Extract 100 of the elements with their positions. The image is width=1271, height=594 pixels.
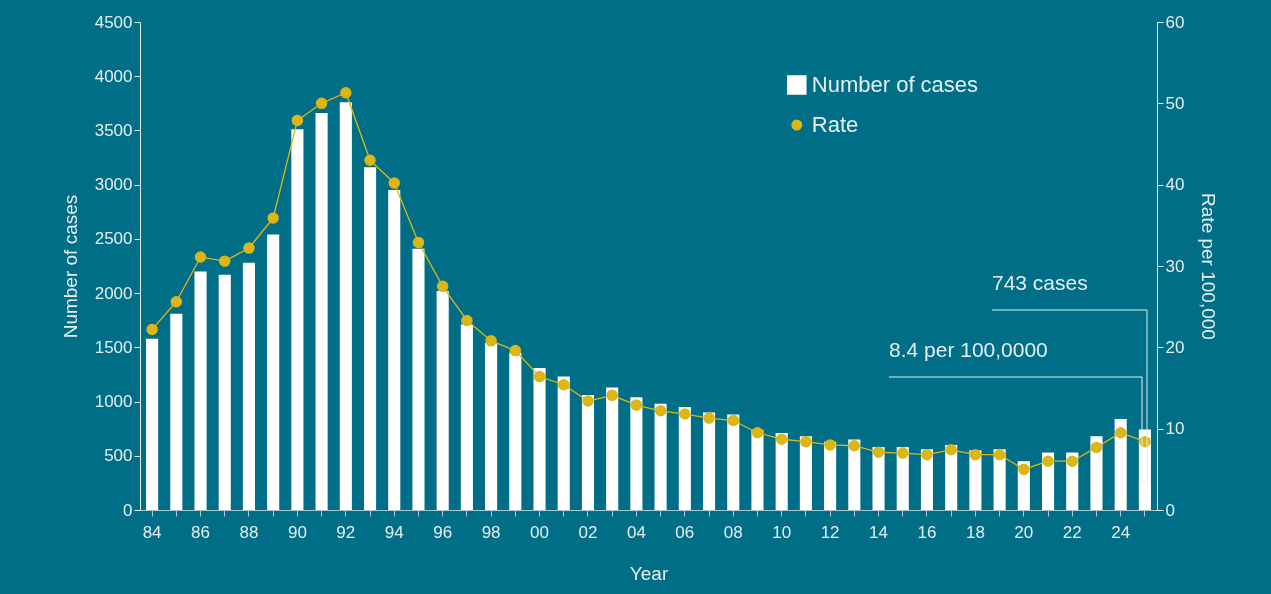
point	[170, 296, 183, 308]
y-tick-label: 4500	[94, 12, 133, 32]
bar	[630, 397, 643, 510]
bar	[267, 234, 280, 510]
point	[461, 314, 473, 327]
x-axis-title: Year	[629, 562, 669, 584]
point	[219, 255, 231, 267]
point	[654, 405, 667, 417]
point	[775, 433, 788, 445]
point	[436, 280, 449, 293]
point	[485, 335, 497, 347]
x-tick-label: 22	[1062, 522, 1082, 542]
point	[291, 114, 304, 127]
y2-tick-label: 40	[1165, 175, 1185, 195]
point	[1042, 455, 1054, 467]
x-tick-label: 00	[530, 522, 549, 542]
y2-tick-label: 0	[1165, 500, 1175, 520]
legend-label: Rate	[811, 112, 859, 137]
point	[824, 439, 836, 451]
annotation: 743 cases	[992, 271, 1088, 294]
x-tick-label: 04	[626, 522, 646, 542]
x-tick-label: 84	[142, 522, 162, 542]
bar	[702, 412, 716, 510]
point	[267, 212, 279, 224]
x-tick-label: 98	[481, 522, 501, 542]
bar	[509, 352, 522, 510]
point	[1066, 455, 1078, 467]
x-tick-label: 20	[1014, 522, 1034, 542]
legend-label: Number of cases	[811, 72, 979, 97]
x-tick-label: 14	[869, 522, 888, 542]
point	[1018, 463, 1030, 476]
point	[703, 412, 715, 424]
x-tick-label: 02	[578, 522, 598, 542]
point	[848, 440, 861, 452]
x-tick-label: 92	[336, 522, 356, 542]
y2-tick-label: 60	[1165, 12, 1185, 32]
bar	[291, 129, 304, 510]
y2-tick-label: 30	[1165, 256, 1185, 276]
bar	[485, 343, 498, 510]
annotation: 8.4 per 100,0000	[889, 338, 1048, 361]
bar	[412, 248, 425, 510]
bar	[557, 376, 570, 510]
y-tick-label: 4000	[94, 66, 133, 86]
x-tick-label: 06	[675, 522, 695, 542]
bar	[533, 367, 546, 510]
bar	[581, 395, 595, 510]
y-tick-label: 500	[104, 446, 133, 466]
y2-tick-label: 20	[1165, 337, 1185, 357]
x-tick-label: 24	[1111, 522, 1131, 542]
point	[388, 177, 400, 189]
y-tick-label: 3000	[94, 175, 133, 195]
point	[533, 370, 546, 383]
point	[194, 251, 207, 263]
point	[630, 399, 643, 411]
x-tick-label: 12	[820, 522, 840, 542]
bar	[388, 190, 401, 510]
bar	[436, 290, 449, 510]
bar	[242, 262, 256, 510]
y2-tick-label: 50	[1165, 93, 1185, 113]
bar	[170, 313, 183, 510]
bar	[363, 167, 377, 510]
x-tick-label: 90	[287, 522, 307, 542]
point	[412, 236, 425, 249]
point	[146, 323, 158, 336]
bar	[727, 414, 740, 510]
x-tick-label: 94	[384, 522, 404, 542]
y-axis-title: Number of cases	[59, 194, 81, 339]
y-tick-label: 3500	[94, 120, 133, 140]
y-tick-label: 2000	[94, 283, 133, 303]
y-tick-label: 0	[123, 500, 133, 520]
point	[679, 408, 691, 420]
point	[751, 427, 764, 439]
x-tick-label: 16	[917, 522, 937, 542]
point	[921, 448, 933, 461]
point	[340, 87, 352, 99]
point	[315, 97, 328, 110]
point	[993, 448, 1006, 461]
point	[582, 395, 594, 407]
point	[364, 154, 376, 166]
x-tick-label: 86	[191, 522, 210, 542]
point	[897, 447, 909, 459]
y-tick-label: 1500	[94, 337, 133, 357]
bar	[339, 102, 352, 510]
point	[509, 344, 522, 357]
bar	[218, 274, 231, 510]
x-tick-label: 08	[723, 522, 743, 542]
bar	[606, 387, 619, 510]
point	[727, 414, 739, 427]
x-tick-label: 96	[433, 522, 453, 542]
bar	[751, 429, 764, 510]
point	[969, 448, 982, 461]
x-tick-label: 88	[239, 522, 259, 542]
bar	[1114, 418, 1127, 510]
bar	[315, 113, 328, 510]
bar	[678, 406, 691, 510]
bar	[460, 324, 473, 510]
y2-tick-label: 10	[1165, 419, 1185, 439]
y-tick-label: 2500	[94, 229, 133, 249]
point	[558, 379, 570, 391]
point	[1114, 427, 1127, 439]
